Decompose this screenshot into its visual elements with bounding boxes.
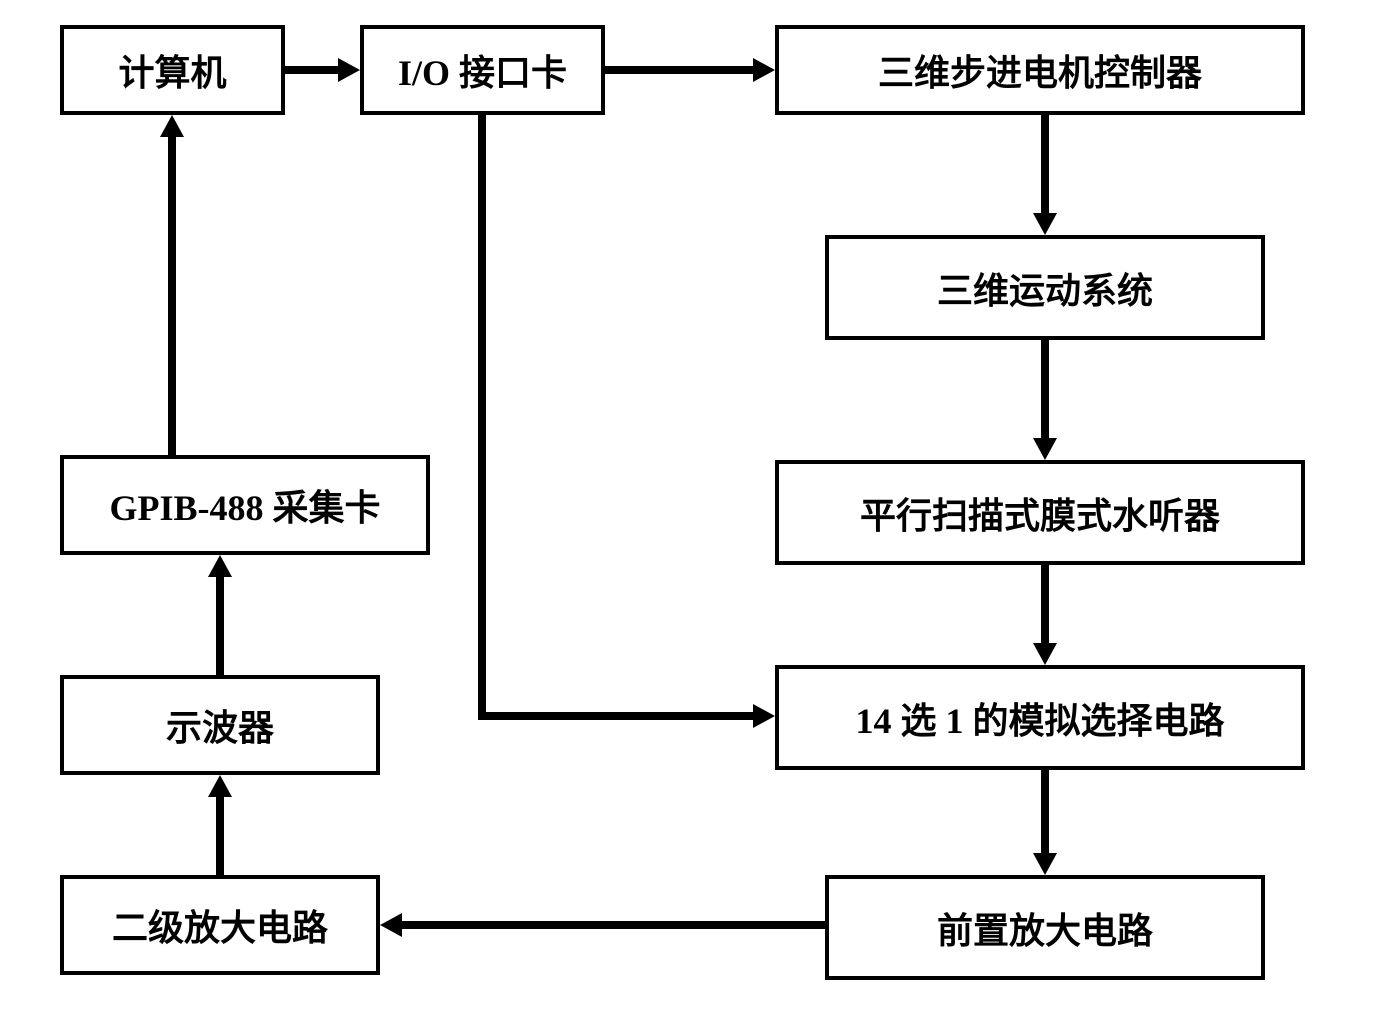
label: 二级放大电路 — [112, 899, 328, 951]
node-gpib: GPIB-488 采集卡 — [60, 455, 430, 555]
label: 三维运动系统 — [937, 262, 1153, 314]
arrow-motor-motion — [1041, 115, 1049, 215]
arrow-osc-gpib-head — [208, 555, 232, 577]
node-motor-controller: 三维步进电机控制器 — [775, 25, 1305, 115]
label: 三维步进电机控制器 — [878, 44, 1202, 96]
node-io-card: I/O 接口卡 — [360, 25, 605, 115]
node-selector: 14 选 1 的模拟选择电路 — [775, 665, 1305, 770]
arrow-preamp-second-head — [380, 913, 402, 937]
label: 平行扫描式膜式水听器 — [860, 487, 1220, 539]
arrow-osc-gpib — [216, 577, 224, 675]
arrow-computer-io-head — [338, 58, 360, 82]
arrow-gpib-computer — [168, 137, 176, 455]
node-motion-system: 三维运动系统 — [825, 235, 1265, 340]
arrow-io-motor — [605, 66, 755, 74]
label: 14 选 1 的模拟选择电路 — [855, 692, 1224, 744]
label: GPIB-488 采集卡 — [109, 479, 380, 531]
label: 示波器 — [166, 699, 274, 751]
arrow-second-osc — [216, 797, 224, 875]
arrow-computer-io — [285, 66, 340, 74]
arrow-second-osc-head — [208, 775, 232, 797]
arrow-motor-motion-head — [1033, 213, 1057, 235]
node-secondary-amp: 二级放大电路 — [60, 875, 380, 975]
label: 前置放大电路 — [937, 902, 1153, 954]
arrow-motion-hydro-head — [1033, 438, 1057, 460]
arrow-preamp-second — [402, 921, 825, 929]
label: I/O 接口卡 — [398, 44, 567, 96]
arrow-io-selector-h — [478, 712, 755, 720]
node-oscilloscope: 示波器 — [60, 675, 380, 775]
arrow-hydro-selector — [1041, 565, 1049, 645]
arrow-selector-preamp-head — [1033, 853, 1057, 875]
node-preamp: 前置放大电路 — [825, 875, 1265, 980]
arrow-io-motor-head — [753, 58, 775, 82]
arrow-selector-preamp — [1041, 770, 1049, 855]
node-hydrophone: 平行扫描式膜式水听器 — [775, 460, 1305, 565]
arrow-motion-hydro — [1041, 340, 1049, 440]
arrow-io-selector-head — [753, 704, 775, 728]
arrow-io-selector-v — [478, 115, 486, 720]
arrow-gpib-computer-head — [160, 115, 184, 137]
label: 计算机 — [118, 44, 226, 96]
arrow-hydro-selector-head — [1033, 643, 1057, 665]
node-computer: 计算机 — [60, 25, 285, 115]
